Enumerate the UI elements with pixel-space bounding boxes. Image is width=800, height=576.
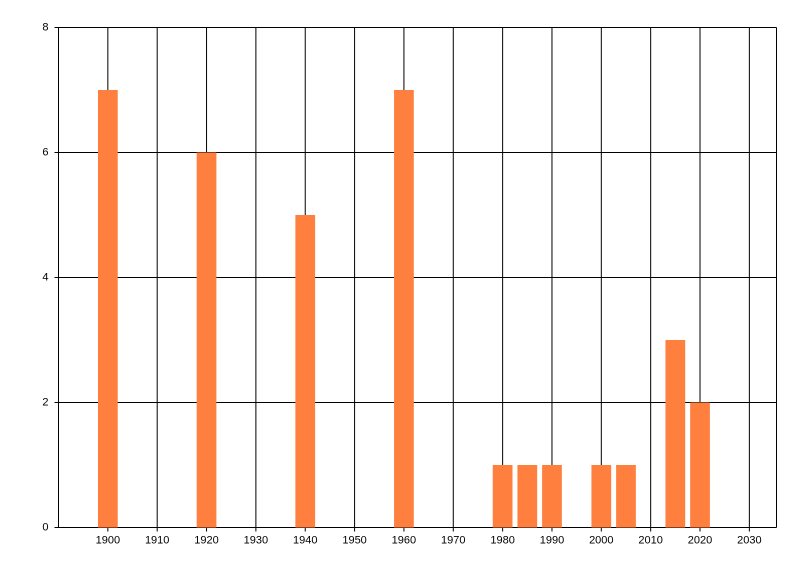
x-tick-label: 1980 bbox=[490, 534, 514, 546]
x-tick-label: 1970 bbox=[441, 534, 465, 546]
y-tick-label: 6 bbox=[42, 146, 48, 158]
bar bbox=[196, 152, 217, 528]
y-tick-label: 0 bbox=[42, 521, 48, 533]
bar bbox=[97, 90, 118, 528]
bar bbox=[616, 465, 636, 528]
bar bbox=[394, 90, 414, 528]
bar bbox=[690, 402, 710, 528]
y-tick-label: 4 bbox=[42, 271, 48, 283]
x-tick-label: 1920 bbox=[194, 534, 218, 546]
bar bbox=[542, 465, 562, 528]
bar bbox=[492, 465, 513, 528]
x-tick-label: 1930 bbox=[244, 534, 268, 546]
x-tick-label: 1900 bbox=[96, 534, 120, 546]
x-tick-label: 2020 bbox=[688, 534, 712, 546]
bar bbox=[665, 340, 686, 528]
bar bbox=[591, 465, 612, 528]
y-tick-label: 8 bbox=[42, 21, 48, 33]
bar bbox=[517, 465, 538, 528]
y-tick-label: 2 bbox=[42, 396, 48, 408]
x-tick-label: 1990 bbox=[540, 534, 564, 546]
x-tick-label: 2010 bbox=[638, 534, 662, 546]
x-tick-label: 1950 bbox=[342, 534, 366, 546]
x-tick-label: 1960 bbox=[392, 534, 416, 546]
x-tick-label: 1910 bbox=[145, 534, 169, 546]
bar bbox=[295, 215, 316, 528]
x-tick-label: 2030 bbox=[737, 534, 761, 546]
x-tick-label: 2000 bbox=[589, 534, 613, 546]
x-tick-label: 1940 bbox=[293, 534, 317, 546]
